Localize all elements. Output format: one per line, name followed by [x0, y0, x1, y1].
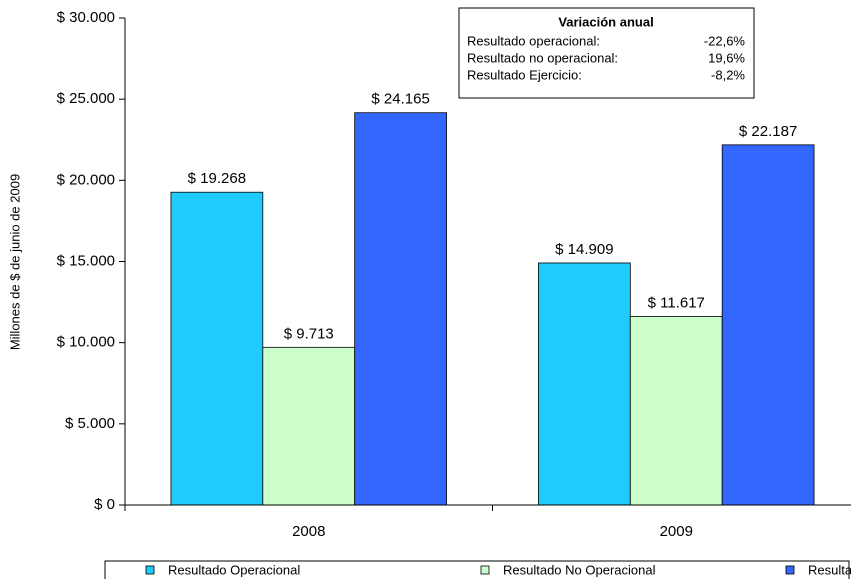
value-label: $ 14.909	[555, 241, 613, 258]
bar	[721, 144, 815, 506]
legend-marker	[480, 565, 490, 575]
bar	[629, 316, 723, 506]
value-label: $ 22.187	[739, 123, 797, 140]
value-label: $ 9.713	[284, 325, 334, 342]
x-tick-label: 2008	[292, 523, 325, 540]
value-label: $ 19.268	[188, 170, 246, 187]
annotation-title: Variación anual	[558, 14, 653, 29]
value-label: $ 24.165	[371, 91, 429, 108]
annotation-value: 19,6%	[708, 50, 745, 65]
legend-label: Resultado Operacional	[168, 562, 300, 577]
y-tick-label: $ 5.000	[65, 415, 115, 432]
y-tick-label: $ 15.000	[57, 252, 115, 269]
annotation-box	[458, 7, 755, 99]
x-tick-label: 2009	[660, 523, 693, 540]
annotation-value: -22,6%	[704, 33, 746, 48]
legend-label: Resultado Ejercicio	[808, 562, 851, 577]
y-tick-label: $ 30.000	[57, 9, 115, 26]
bar	[262, 346, 356, 506]
bar	[538, 262, 631, 506]
value-label: $ 11.617	[648, 294, 705, 311]
y-axis-label: Millones de $ de junio de 2009	[7, 174, 22, 350]
annotation-value: -8,2%	[711, 67, 745, 82]
y-tick-label: $ 10.000	[57, 334, 115, 351]
annotation-label: Resultado no operacional:	[467, 50, 618, 65]
legend-marker	[145, 565, 155, 575]
annotation-label: Resultado Ejercicio:	[467, 67, 582, 82]
y-tick-label: $ 0	[94, 496, 115, 513]
annotation-label: Resultado operacional:	[467, 33, 600, 48]
y-tick-label: $ 20.000	[57, 171, 115, 188]
legend-box	[104, 560, 850, 579]
bar	[354, 112, 447, 506]
legend-label: Resultado No Operacional	[503, 562, 656, 577]
bar	[170, 191, 264, 506]
legend-marker	[785, 565, 795, 575]
y-tick-label: $ 25.000	[57, 90, 115, 107]
